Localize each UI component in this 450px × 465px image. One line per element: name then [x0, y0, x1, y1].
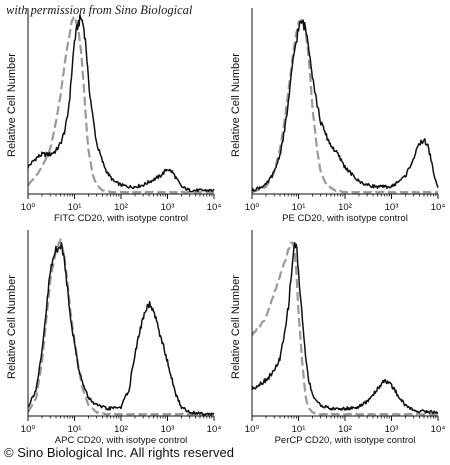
copyright-text: © Sino Biological Inc. All rights reserv…	[4, 445, 234, 460]
x-tick-label: 10³	[161, 424, 175, 435]
x-tick-label: 10²	[114, 202, 128, 213]
x-tick-label: 10³	[385, 424, 399, 435]
histogram-isotype-series-4	[251, 241, 439, 416]
histogram-isotype-series-3	[27, 238, 215, 416]
x-axis-title: PerCP CD20, with isotype control	[275, 435, 416, 446]
x-axis-title: APC CD20, with isotype control	[55, 435, 188, 446]
histogram-sample-series-2	[251, 19, 439, 192]
x-tick-label: 10³	[161, 202, 175, 213]
x-tick-label: 10¹	[292, 202, 306, 213]
x-tick-label: 10⁰	[245, 202, 260, 213]
x-tick-label: 10²	[338, 202, 352, 213]
histogram-isotype-series-2	[251, 17, 439, 194]
x-axis-title: PE CD20, with isotype control	[282, 213, 408, 224]
x-tick-label: 10¹	[68, 202, 82, 213]
y-axis-title: Relative Cell Number	[6, 275, 18, 379]
x-tick-label: 10²	[338, 424, 352, 435]
watermark-text: with permission from Sino Biological	[6, 3, 193, 17]
x-tick-label: 10⁰	[21, 424, 36, 435]
histogram-sample-series-1	[27, 14, 215, 193]
x-tick-label: 10⁴	[431, 202, 446, 213]
x-tick-label: 10⁰	[21, 202, 36, 213]
x-tick-label: 10¹	[292, 424, 306, 435]
x-tick-label: 10³	[385, 202, 399, 213]
histogram-sample-series-4	[251, 241, 439, 415]
x-axis-title: FITC CD20, with isotype control	[54, 213, 188, 224]
y-axis-title: Relative Cell Number	[230, 275, 242, 379]
y-axis-title: Relative Cell Number	[230, 53, 242, 157]
x-tick-label: 10⁴	[207, 424, 222, 435]
x-tick-label: 10¹	[68, 424, 82, 435]
y-axis-title: Relative Cell Number	[6, 53, 18, 157]
histogram-sample-series-3	[27, 241, 215, 417]
histogram-isotype-series-1	[27, 15, 215, 194]
x-tick-label: 10⁴	[207, 202, 222, 213]
x-tick-label: 10²	[114, 424, 128, 435]
x-tick-label: 10⁰	[245, 424, 260, 435]
x-tick-label: 10⁴	[431, 424, 446, 435]
